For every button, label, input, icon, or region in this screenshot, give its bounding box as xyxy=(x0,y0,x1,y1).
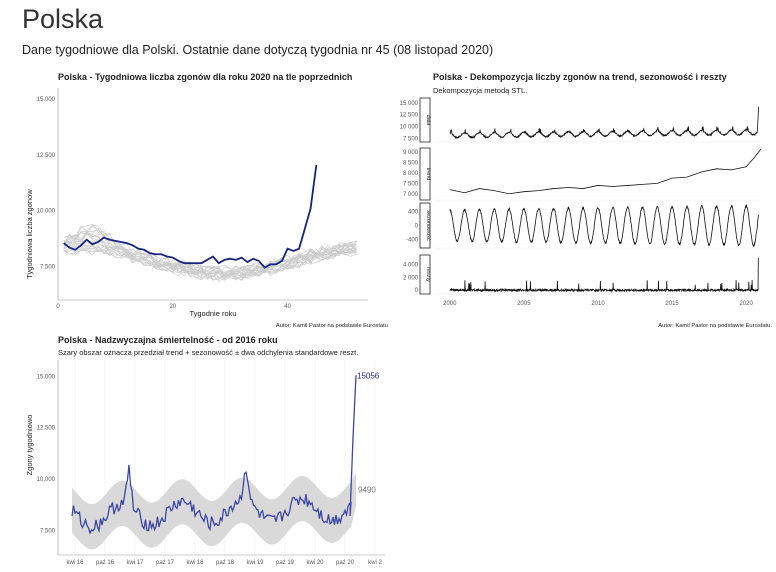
strip-sezonowość xyxy=(419,202,431,249)
chart1-ytick: 10.000 xyxy=(37,209,56,215)
stl-ytick: 10 000 xyxy=(400,125,419,131)
chart3-xtick: kwi 16 xyxy=(66,560,84,566)
stl-ytick: -400 xyxy=(406,237,419,243)
stl-trend-line xyxy=(449,148,762,195)
chart1-xlabel: Tygodnie roku xyxy=(189,309,236,318)
chart3-xtick: paź 19 xyxy=(276,560,295,566)
chart1-past-year-line xyxy=(63,238,357,276)
stl-ytick: 7 000 xyxy=(403,192,419,198)
chart1-xtick: 20 xyxy=(169,304,176,310)
chart1-past-year-line xyxy=(63,223,357,277)
page-subtitle: Dane tygodniowe dla Polski. Ostatnie dan… xyxy=(22,43,494,57)
page-title: Polska xyxy=(22,4,104,34)
strip-reszty xyxy=(419,254,431,295)
stl-data-line xyxy=(449,106,760,140)
band-end-label: 9490 xyxy=(358,486,376,495)
excess-mortality-chart: Polska - Nadzwyczajna śmiertelność - od … xyxy=(25,335,385,566)
chart3-ylabel: Zgony tygodniowo xyxy=(25,415,34,476)
chart3-xtick: kwi 18 xyxy=(186,560,204,566)
strip-trend xyxy=(419,147,431,201)
stl-ytick: 7 500 xyxy=(403,181,419,187)
chart1-ytick: 15.000 xyxy=(37,97,56,103)
stl-xtick: 2005 xyxy=(517,301,531,307)
stl-ytick: 9 000 xyxy=(403,150,419,156)
strip-label: trend xyxy=(425,168,431,181)
chart3-xtick: kwi 2 xyxy=(368,560,382,566)
chart3-ytick: 15.000 xyxy=(37,374,56,380)
chart3-ytick: 12.500 xyxy=(37,426,56,432)
chart3-xtick: paź 20 xyxy=(336,560,355,566)
chart3-xtick: kwi 17 xyxy=(126,560,144,566)
chart1-past-year-line xyxy=(63,232,357,278)
stl-reszty-line xyxy=(449,257,759,293)
chart1-ytick: 7.500 xyxy=(40,265,56,271)
chart3-ytick: 10.000 xyxy=(37,477,56,483)
stl-xtick: 2000 xyxy=(443,301,457,307)
chart2-subtitle: Dekompozycja metodą STL. xyxy=(433,86,527,95)
chart3-xtick: paź 17 xyxy=(156,560,175,566)
chart3-xtick: kwi 20 xyxy=(306,560,324,566)
stl-ytick: 8 000 xyxy=(403,171,419,177)
chart1-xtick: 40 xyxy=(284,304,291,310)
stl-ytick: 7 500 xyxy=(403,137,419,143)
stl-decomposition-chart: Polska - Dekompozycja liczby zgonów na t… xyxy=(400,72,773,329)
chart3-xtick: kwi 19 xyxy=(246,560,264,566)
stl-ytick: 400 xyxy=(408,210,419,216)
chart3-xtick: paź 18 xyxy=(216,560,235,566)
stl-ytick: 0 xyxy=(415,224,419,230)
excess-mortality-line xyxy=(71,375,357,535)
stl-xtick: 2020 xyxy=(740,301,754,307)
stl-xtick: 2015 xyxy=(665,301,679,307)
stl-ytick: 15 000 xyxy=(400,101,419,107)
chart3-ytick: 7.500 xyxy=(40,528,56,534)
stl-ytick: 12 500 xyxy=(400,113,419,119)
chart3-title: Polska - Nadzwyczajna śmiertelność - od … xyxy=(58,335,278,345)
chart1-2020-line xyxy=(63,164,318,269)
chart1-ytick: 12.500 xyxy=(37,153,56,159)
stl-sezonowość-line xyxy=(449,204,760,248)
stl-ytick: 2 000 xyxy=(403,275,419,281)
weekly-deaths-chart: Polska - Tygodniowa liczba zgonów dla ro… xyxy=(25,72,388,329)
chart1-ylabel: Tygodniowa liczba zgonów xyxy=(25,189,34,279)
strip-label: sezonowość xyxy=(425,210,431,241)
confidence-band xyxy=(72,473,356,550)
chart1-title: Polska - Tygodniowa liczba zgonów dla ro… xyxy=(58,72,352,82)
stl-xtick: 2010 xyxy=(591,301,605,307)
strip-label: reszty xyxy=(425,267,431,282)
chart2-title: Polska - Dekompozycja liczby zgonów na t… xyxy=(433,72,727,82)
stl-ytick: 8 500 xyxy=(403,161,419,167)
chart2-caption: Autor: Kamil Pastor na podstawie Eurosta… xyxy=(658,323,772,329)
chart1-caption: Autor: Kamil Pastor na podstawie Eurosta… xyxy=(276,323,388,329)
stl-ytick: 0 xyxy=(415,288,419,294)
strip-data xyxy=(419,97,431,143)
stl-ytick: 4 000 xyxy=(403,263,419,269)
chart3-xtick: paź 16 xyxy=(96,560,115,566)
strip-label: data xyxy=(425,115,431,127)
chart3-subtitle: Szary obszar oznacza przedział trend + s… xyxy=(58,348,358,357)
last-value-label: 15056 xyxy=(357,371,380,380)
chart1-xtick: 0 xyxy=(56,304,60,310)
